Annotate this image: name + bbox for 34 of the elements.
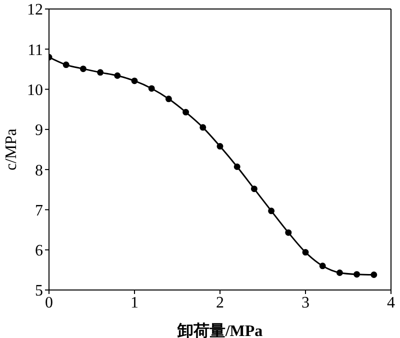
point [131, 78, 138, 84]
point [336, 269, 343, 276]
point [80, 66, 86, 72]
x-tick-label: 4 [387, 294, 395, 312]
point [302, 249, 309, 256]
x-tick-label: 3 [302, 294, 310, 312]
point [319, 262, 326, 270]
point [148, 85, 155, 92]
y-tick-label: 7 [35, 202, 43, 220]
point [62, 62, 70, 68]
point [182, 108, 190, 116]
point [234, 164, 240, 170]
point [216, 143, 224, 150]
point [97, 69, 104, 76]
point [370, 271, 378, 278]
x-tick-label: 0 [45, 294, 53, 312]
y-tick-label: 10 [27, 82, 43, 99]
y-tick-label: 11 [28, 42, 43, 59]
y-tick-label: 12 [27, 2, 43, 19]
y-tick-label: 5 [35, 282, 43, 300]
x-tick-label: 2 [216, 294, 224, 312]
point [250, 186, 258, 192]
point [354, 271, 360, 278]
point [200, 124, 206, 131]
y-axis-title: c/MPa [3, 128, 20, 170]
x-axis-title: 卸荷量/MPa [176, 322, 263, 338]
y-tick-label: 9 [35, 122, 43, 140]
point [165, 96, 172, 102]
point [114, 72, 121, 79]
y-tick-label: 8 [35, 162, 43, 180]
x-tick-label: 1 [130, 294, 138, 312]
y-tick-label: 6 [35, 242, 43, 260]
point [285, 229, 292, 236]
point [268, 208, 275, 214]
